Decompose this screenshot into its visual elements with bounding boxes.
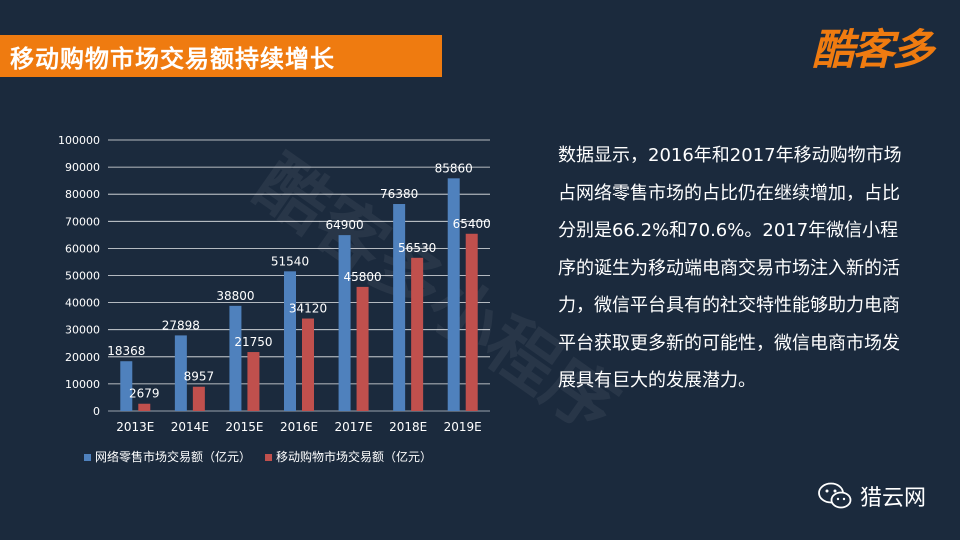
y-tick-label: 40000 (65, 297, 100, 310)
title-bar: 移动购物市场交易额持续增长 (0, 35, 442, 77)
bar-mobile-shopping (302, 318, 314, 411)
footer: 猎云网 (818, 480, 926, 512)
x-tick-label: 2018E (389, 420, 427, 434)
x-tick-label: 2015E (225, 420, 263, 434)
bar-online-retail (447, 178, 460, 411)
data-label: 18368 (107, 344, 145, 358)
bar-online-retail (393, 204, 406, 411)
x-tick-label: 2014E (171, 420, 209, 434)
data-label: 51540 (271, 254, 309, 268)
y-tick-label: 10000 (65, 378, 100, 391)
legend-swatch (84, 454, 91, 461)
y-tick-label: 30000 (65, 324, 100, 337)
bar-mobile-shopping (411, 257, 424, 411)
bar-mobile-shopping (356, 286, 369, 411)
page-title: 移动购物市场交易额持续增长 (10, 44, 335, 73)
x-tick-label: 2016E (280, 420, 318, 434)
bar-mobile-shopping (138, 403, 151, 411)
x-tick-label: 2013E (116, 420, 154, 434)
y-tick-label: 80000 (65, 188, 100, 201)
bar-online-retail (120, 361, 133, 411)
data-label: 2679 (129, 387, 160, 401)
legend-label: 移动购物市场交易额（亿元） (276, 449, 432, 464)
bar-chart: 0 10000 20000 30000 40000 50000 60000 70000 8000… (58, 134, 491, 464)
description-text: 数据显示，2016年和2017年移动购物市场占网络零售市场的占比仍在继续增加，占… (558, 145, 902, 391)
y-tick-label: 20000 (65, 351, 100, 364)
x-tick-label: 2019E (444, 420, 482, 434)
bar-mobile-shopping (192, 386, 205, 411)
footer-brand: 猎云网 (860, 486, 927, 511)
data-label: 27898 (162, 318, 200, 332)
y-tick-label: 100000 (58, 134, 100, 147)
legend-swatch (265, 454, 273, 461)
y-tick-label: 90000 (65, 161, 100, 174)
data-label: 64900 (325, 218, 363, 232)
bar-online-retail (284, 271, 296, 411)
data-label: 76380 (380, 187, 418, 201)
data-label: 45800 (343, 270, 381, 284)
data-label: 56530 (398, 241, 436, 255)
bar-mobile-shopping (247, 352, 260, 411)
y-tick-label: 60000 (65, 242, 100, 255)
brand-logo: 酷客多 (812, 25, 934, 74)
y-tick-label: 70000 (65, 215, 100, 228)
bar-online-retail (229, 305, 242, 411)
bar-mobile-shopping (465, 233, 478, 411)
y-tick-label: 50000 (65, 270, 100, 283)
legend-label: 网络零售市场交易额（亿元） (95, 449, 251, 464)
data-label: 8957 (184, 370, 215, 384)
data-label: 85860 (435, 161, 473, 175)
data-label: 38800 (216, 289, 254, 303)
x-tick-label: 2017E (335, 420, 373, 434)
data-label: 65400 (453, 217, 491, 231)
bar-online-retail (174, 335, 187, 411)
data-label: 34120 (289, 302, 327, 316)
y-tick-label: 0 (93, 405, 100, 418)
data-label: 21750 (234, 335, 272, 349)
wechat-icon (818, 482, 852, 509)
bar-online-retail (338, 235, 351, 411)
